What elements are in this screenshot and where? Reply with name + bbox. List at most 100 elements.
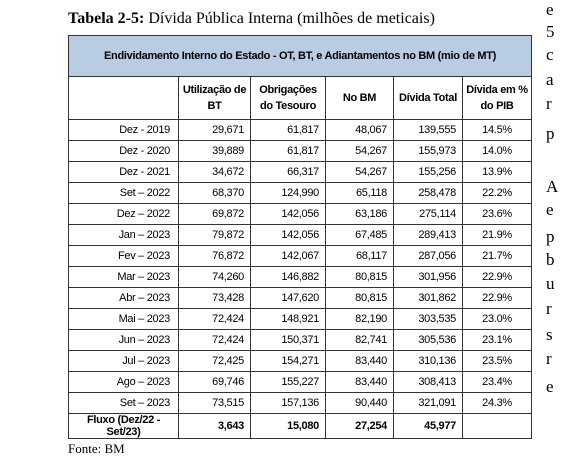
table-cell: 69,746 <box>178 371 251 393</box>
total-cell: 3,643 <box>178 413 251 439</box>
table-cell: Set – 2022 <box>68 182 179 204</box>
table-cell: 79,872 <box>178 224 251 246</box>
table-cell: 22.9% <box>461 266 533 288</box>
source: Fonte: BM <box>68 441 125 456</box>
table-cell: 72,425 <box>178 350 251 372</box>
table-cell: 303,535 <box>393 308 463 330</box>
debt-table: Endividamento Interno do Estado - OT, BT… <box>67 35 533 439</box>
table-row: Jul – 2023 72,425 154,271 83,440 310,136 23.5… <box>68 350 533 372</box>
table-row: Fev – 2023 76,872 142,067 68,117 287,056 21.7… <box>68 245 533 267</box>
table-row: Dez - 2020 39,889 61,817 54,267 155,973 14.0% <box>68 140 533 162</box>
table-cell: 23.4% <box>461 371 533 393</box>
table-cell: 54,267 <box>325 140 394 162</box>
table-cell: Set – 2023 <box>68 392 179 414</box>
table-cell: 124,990 <box>250 182 326 204</box>
table-row: Abr – 2023 73,428 147,620 80,815 301,862 22.9… <box>68 287 533 309</box>
table-cell: 157,136 <box>250 392 326 414</box>
margin-char: u <box>546 274 555 293</box>
table-cell: 154,271 <box>250 350 326 372</box>
table-cell: Dez - 2021 <box>68 161 179 183</box>
table-cell: Dez - 2019 <box>68 119 179 141</box>
table-row: Jun – 2023 72,424 150,371 82,741 305,536 23.1… <box>68 329 533 351</box>
table-cell: Abr – 2023 <box>68 287 179 309</box>
table-row: Mai – 2023 72,424 148,921 82,190 303,535 23.0… <box>68 308 533 330</box>
margin-char: r <box>546 94 552 113</box>
table-cell: Dez - 2020 <box>68 140 179 162</box>
title-text: Dívida Pública Interna (milhões de metic… <box>148 10 435 27</box>
table-cell: 61,817 <box>250 140 326 162</box>
total-cell: 15,080 <box>250 413 326 439</box>
table-cell: 142,067 <box>250 245 326 267</box>
header-cell <box>68 76 179 120</box>
table-cell: 146,882 <box>250 266 326 288</box>
table-cell: 23.0% <box>461 308 533 330</box>
table-cell: 61,817 <box>250 119 326 141</box>
title-label: Tabela 2-5: <box>68 10 145 27</box>
table-cell: 66,317 <box>250 161 326 183</box>
table-cell: 73,428 <box>178 287 251 309</box>
table-cell: 69,872 <box>178 203 251 225</box>
table-cell: 80,815 <box>325 287 394 309</box>
table-cell: 155,973 <box>393 140 463 162</box>
margin-char: p <box>546 124 555 143</box>
table-cell: 82,741 <box>325 329 394 351</box>
table-cell: 73,515 <box>178 392 251 414</box>
table-cell: Jan – 2023 <box>68 224 179 246</box>
margin-char: e <box>546 200 554 219</box>
table-cell: 72,424 <box>178 329 251 351</box>
table-cell: 29,671 <box>178 119 251 141</box>
table-cell: 155,227 <box>250 371 326 393</box>
margin-char: c <box>546 45 554 64</box>
margin-char: a <box>546 70 554 89</box>
total-cell <box>461 413 533 439</box>
table-cell: 14.0% <box>461 140 533 162</box>
table-cell: Jul – 2023 <box>68 350 179 372</box>
table-cell: 39,889 <box>178 140 251 162</box>
margin-char: A <box>546 177 559 196</box>
table-cell: 83,440 <box>325 350 394 372</box>
table-row: Dez - 2021 34,672 66,317 54,267 155,256 13.9% <box>68 161 533 183</box>
margin-char: s <box>546 325 553 344</box>
column-header: Dívida em % do PIB <box>461 76 533 120</box>
table-row: Dez – 2022 69,872 142,056 63,186 275,114 23.6… <box>68 203 533 225</box>
table-row: Dez - 2019 29,671 61,817 48,067 139,555 14.5% <box>68 119 533 141</box>
column-header: Dívida Total <box>393 76 463 120</box>
table-cell: 67,485 <box>325 224 394 246</box>
table-cell: 21.9% <box>461 224 533 246</box>
table-cell: 76,872 <box>178 245 251 267</box>
table-cell: 139,555 <box>393 119 463 141</box>
table-cell: 310,136 <box>393 350 463 372</box>
table-cell: 90,440 <box>325 392 394 414</box>
table-title: Tabela 2-5: Dívida Pública Interna (milh… <box>68 10 435 28</box>
table-cell: 80,815 <box>325 266 394 288</box>
table-row: Jan – 2023 79,872 142,056 67,485 289,413 21.9… <box>68 224 533 246</box>
table-cell: 142,056 <box>250 224 326 246</box>
column-header: No BM <box>325 76 394 120</box>
table-cell: 321,091 <box>393 392 463 414</box>
table-cell: 54,267 <box>325 161 394 183</box>
table-cell: 289,413 <box>393 224 463 246</box>
table-cell: Mai – 2023 <box>68 308 179 330</box>
table-cell: 21.7% <box>461 245 533 267</box>
table-cell: 65,118 <box>325 182 394 204</box>
table-cell: Dez – 2022 <box>68 203 179 225</box>
column-header: Obrigações do Tesouro <box>250 76 326 120</box>
margin-char: p <box>546 227 555 246</box>
table-cell: 22.9% <box>461 287 533 309</box>
margin-char: 5 <box>546 22 555 41</box>
total-row: Fluxo (Dez/22 - Set/23) 3,643 15,080 27,254… <box>68 413 533 439</box>
table-cell: Ago – 2023 <box>68 371 179 393</box>
table-cell: 24.3% <box>461 392 533 414</box>
total-cell: 27,254 <box>325 413 394 439</box>
table-cell: 74,260 <box>178 266 251 288</box>
table-cell: Fev – 2023 <box>68 245 179 267</box>
margin-char: r <box>546 349 552 368</box>
table-cell: 301,956 <box>393 266 463 288</box>
table-cell: 148,921 <box>250 308 326 330</box>
table-row: Ago – 2023 69,746 155,227 83,440 308,413 23.4… <box>68 371 533 393</box>
table-cell: Mar – 2023 <box>68 266 179 288</box>
table-cell: 308,413 <box>393 371 463 393</box>
table-cell: 142,056 <box>250 203 326 225</box>
table-cell: 48,067 <box>325 119 394 141</box>
